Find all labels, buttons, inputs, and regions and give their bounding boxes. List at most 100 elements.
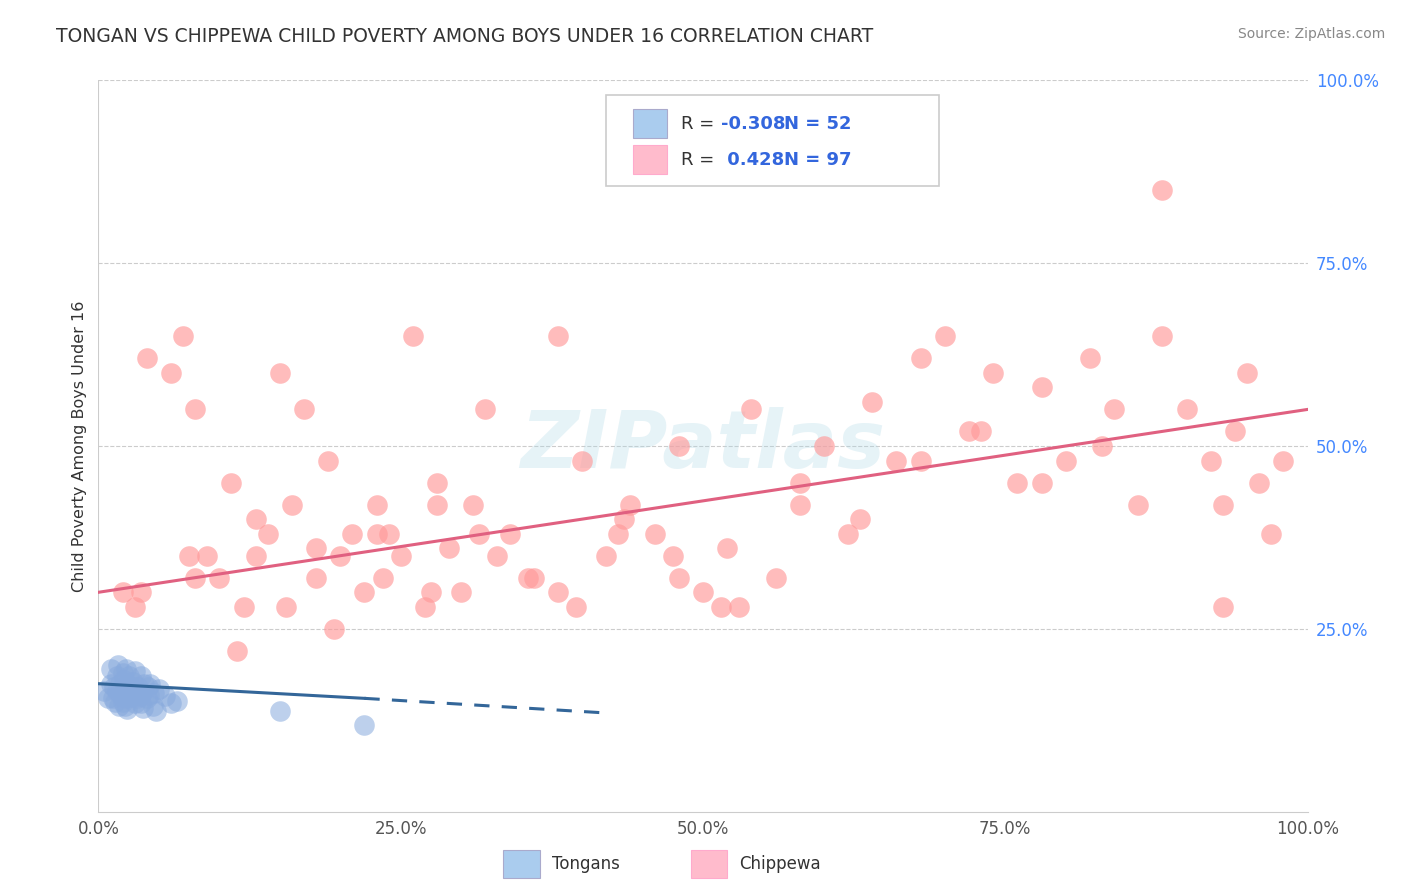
Point [100, 662, 122, 676]
Point [716, 541, 738, 556]
Point [143, 686, 166, 700]
Point [910, 453, 932, 467]
Point [179, 549, 201, 563]
Point [1249, 475, 1271, 490]
Point [523, 571, 546, 585]
Point [765, 571, 787, 585]
Point [1031, 380, 1053, 394]
Text: Chippewa: Chippewa [740, 855, 821, 873]
Point [474, 402, 496, 417]
Point [1260, 526, 1282, 541]
Point [329, 549, 352, 563]
Point [208, 571, 231, 585]
Point [1272, 453, 1295, 467]
Point [547, 329, 569, 343]
Point [184, 402, 207, 417]
FancyBboxPatch shape [606, 95, 939, 186]
Point [129, 585, 152, 599]
Point [402, 329, 425, 343]
Text: N = 52: N = 52 [785, 115, 852, 133]
Point [148, 681, 170, 696]
Point [245, 512, 267, 526]
Point [486, 549, 509, 563]
Point [1078, 351, 1101, 366]
Point [232, 599, 254, 614]
Point [353, 718, 375, 732]
Point [118, 686, 141, 700]
Point [740, 402, 762, 417]
Point [1152, 329, 1174, 343]
Text: Source: ZipAtlas.com: Source: ZipAtlas.com [1237, 27, 1385, 41]
Point [256, 526, 278, 541]
Point [837, 526, 859, 541]
Point [813, 439, 835, 453]
Point [139, 676, 162, 690]
Point [160, 697, 183, 711]
Point [910, 351, 932, 366]
Text: N = 97: N = 97 [785, 151, 852, 169]
Point [142, 698, 165, 713]
Point [305, 541, 328, 556]
Point [112, 673, 135, 687]
Point [118, 669, 141, 683]
Point [849, 512, 872, 526]
Point [1054, 453, 1077, 467]
Point [1007, 475, 1029, 490]
FancyBboxPatch shape [503, 850, 540, 879]
Point [668, 439, 690, 453]
Point [1031, 475, 1053, 490]
Point [516, 571, 538, 585]
Point [353, 585, 375, 599]
Point [93, 684, 115, 698]
Point [101, 691, 124, 706]
Point [619, 498, 641, 512]
Point [128, 689, 150, 703]
Point [108, 676, 131, 690]
Point [111, 695, 134, 709]
Point [934, 329, 956, 343]
Point [1199, 453, 1222, 467]
Text: R =: R = [682, 151, 720, 169]
FancyBboxPatch shape [690, 850, 727, 879]
Point [970, 425, 993, 439]
Point [1223, 425, 1246, 439]
Point [136, 681, 159, 695]
Point [105, 684, 128, 698]
Point [1175, 402, 1198, 417]
Point [450, 585, 472, 599]
Point [145, 704, 167, 718]
Point [138, 688, 160, 702]
Point [221, 475, 243, 490]
Point [316, 453, 339, 467]
Point [115, 662, 138, 676]
Point [103, 681, 125, 695]
Point [607, 526, 630, 541]
Point [389, 549, 412, 563]
Point [661, 549, 683, 563]
Point [342, 526, 364, 541]
Point [124, 599, 146, 614]
Point [110, 688, 132, 702]
Text: Tongans: Tongans [551, 855, 620, 873]
Point [728, 599, 751, 614]
Point [269, 704, 291, 718]
Point [565, 599, 588, 614]
Point [692, 585, 714, 599]
Point [195, 549, 218, 563]
Point [245, 549, 267, 563]
Point [100, 676, 122, 690]
Point [226, 644, 249, 658]
Point [160, 366, 183, 380]
Point [595, 549, 617, 563]
FancyBboxPatch shape [633, 145, 666, 175]
Point [111, 665, 134, 680]
Point [426, 498, 449, 512]
Point [571, 453, 593, 467]
Point [129, 669, 152, 683]
Point [125, 688, 148, 702]
Text: -0.308: -0.308 [721, 115, 786, 133]
Point [789, 475, 811, 490]
Point [166, 693, 188, 707]
Point [547, 585, 569, 599]
Point [134, 676, 156, 690]
